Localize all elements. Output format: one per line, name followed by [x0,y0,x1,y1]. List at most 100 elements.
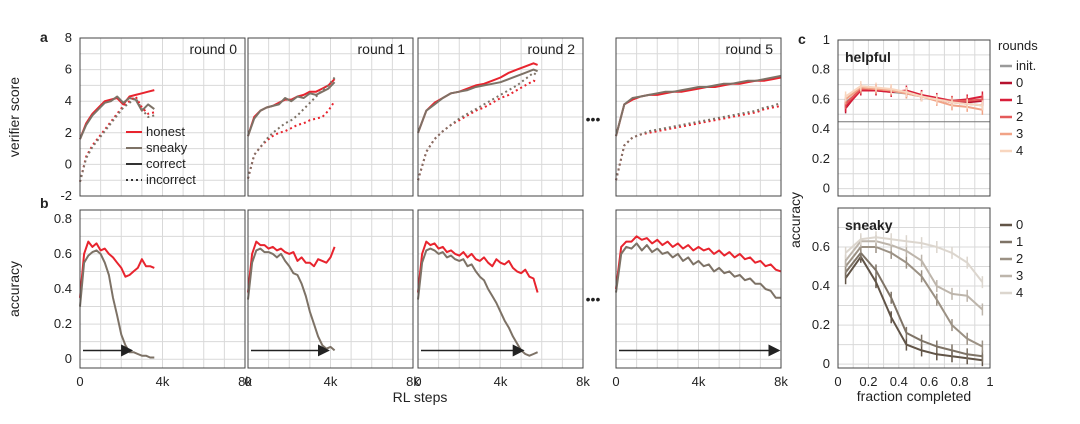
y-axis-label: verifier score [6,77,22,157]
y-tick-label: 0.6 [54,246,72,261]
x-tick-label: 8k [406,374,420,389]
y-tick-label: 0 [823,356,830,371]
b-series-line [247,240,336,293]
legend-label: 0 [1016,75,1023,90]
y-tick-label: 0.4 [812,121,830,136]
a-series-line [417,68,538,134]
legend-label: 0 [1016,217,1023,232]
legend-label: incorrect [146,172,196,187]
legend-label: sneaky [146,140,188,155]
legend-label: 3 [1016,126,1023,141]
b-series-line [615,242,781,299]
x-tick-label: 8k [238,374,252,389]
round-title: round 0 [190,41,238,57]
x-axis-label: RL steps [393,389,448,405]
b-series-line [79,240,155,298]
ellipsis: ••• [586,291,601,307]
b-series-line [247,247,336,352]
legend-label: 3 [1016,268,1023,283]
legend-label: 1 [1016,92,1023,107]
legend-label: 1 [1016,234,1023,249]
x-tick-label: 4k [692,374,706,389]
y-tick-label: 0.2 [54,316,72,331]
y-tick-label: 0.4 [54,281,72,296]
panel-a-frame [417,37,584,197]
panel-letter-a: a [40,29,48,45]
panel-letter-b: b [40,195,49,211]
helpful-series-line [845,85,983,107]
x-tick-label: 0 [612,374,619,389]
b-series-line [79,249,155,359]
panel-b-frame [79,209,246,369]
y-tick-label: 4 [65,93,72,108]
a-series-line [417,71,539,181]
y-tick-label: 0.4 [812,278,830,293]
y-tick-label: 0.2 [812,317,830,332]
legend-label: 2 [1016,109,1023,124]
x-tick-label: 4k [494,374,508,389]
legend-label: init. [1016,58,1036,73]
x-tick-label: 0.2 [859,374,877,389]
y-tick-label: 1 [823,32,830,47]
x-tick-label: 0 [834,374,841,389]
a-series-line [615,104,782,181]
legend-label: honest [146,124,185,139]
sneaky-title: sneaky [845,217,893,233]
x-tick-label: 0.4 [890,374,908,389]
panel-c-sneaky-frame [837,207,991,369]
y-tick-label: 0 [65,156,72,171]
rounds-legend-title: rounds [998,38,1038,53]
y-tick-label: 0.6 [812,239,830,254]
x-tick-label: 1 [986,374,993,389]
panel-a-frame [615,37,782,197]
panel-c-helpful-frame [837,39,991,197]
panel-b-frame [247,209,414,369]
x-tick-label: 0.8 [951,374,969,389]
panel-b-frame [615,209,782,369]
legend-label: 2 [1016,251,1023,266]
y-tick-label: 0.8 [54,211,72,226]
y-tick-label: -2 [60,188,72,203]
y-axis-label: accuracy [6,261,22,317]
a-series-line [247,76,336,179]
y-tick-label: 6 [65,62,72,77]
y-tick-label: 2 [65,125,72,140]
y-tick-label: 0.6 [812,91,830,106]
x-tick-label: 0.6 [920,374,938,389]
x-axis-label: fraction completed [857,388,971,404]
legend-label: 4 [1016,143,1023,158]
a-series-line [615,74,782,137]
x-tick-label: 0 [76,374,83,389]
y-axis-label: accuracy [787,192,803,248]
panel-letter-c: c [798,31,806,47]
ellipsis: ••• [586,111,601,127]
y-tick-label: 0 [823,181,830,196]
sneaky-series-line [844,240,984,311]
sneaky-series-line [844,246,983,348]
y-tick-label: 0 [65,351,72,366]
y-tick-label: 0.2 [812,151,830,166]
x-tick-label: 8k [774,374,788,389]
panel-b-frame [417,209,584,369]
panel-a-frame [79,37,246,197]
b-series-line [417,240,539,293]
sneaky-series-line [844,255,983,362]
round-title: round 5 [726,41,774,57]
sneaky-series-line [844,251,983,358]
y-tick-label: 0.8 [812,62,830,77]
legend-label: 4 [1016,285,1023,300]
a-series-line [615,101,782,181]
panel-a-frame [247,37,414,197]
helpful-title: helpful [845,49,891,65]
x-tick-label: 0 [414,374,421,389]
round-title: round 1 [358,41,406,57]
sneaky-series-line [844,236,984,283]
b-series-line [615,235,782,290]
y-tick-label: 8 [65,30,72,45]
a-series-line [79,89,155,140]
x-tick-label: 4k [156,374,170,389]
a-series-line [79,97,155,183]
x-tick-label: 0 [244,374,251,389]
x-tick-label: 4k [324,374,338,389]
